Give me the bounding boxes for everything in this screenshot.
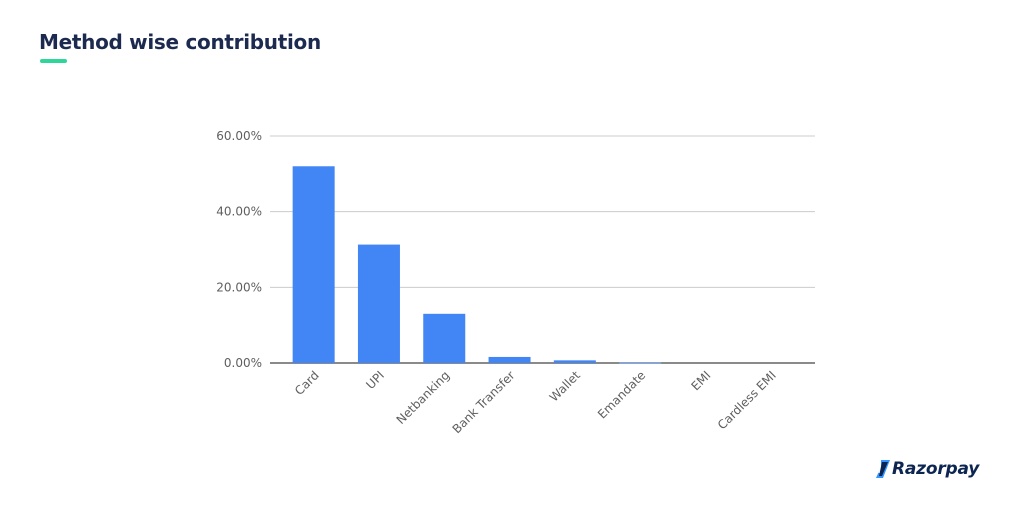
- y-tick-label: 60.00%: [216, 129, 262, 143]
- razorpay-logo-icon: [876, 460, 890, 478]
- title-underline: [40, 59, 67, 63]
- grid-lines: [270, 135, 815, 364]
- bar-emandate: [619, 362, 662, 364]
- bar-netbanking: [423, 313, 466, 363]
- bars: [292, 166, 662, 364]
- x-tick-label: Netbanking: [394, 368, 453, 427]
- y-tick-label: 20.00%: [216, 280, 262, 294]
- y-tick-labels: 0.00% 20.00% 40.00% 60.00%: [216, 129, 262, 370]
- bar-upi: [357, 244, 400, 363]
- x-tick-label: Cardless EMI: [715, 368, 779, 432]
- x-tick-label: Emandate: [595, 368, 648, 421]
- bar-card: [292, 166, 335, 363]
- x-tick-label: Bank Transfer: [450, 368, 518, 436]
- brand-name: Razorpay: [892, 459, 980, 479]
- y-tick-label: 0.00%: [224, 356, 262, 370]
- y-tick-label: 40.00%: [216, 205, 262, 219]
- razorpay-logo: Razorpay: [876, 459, 979, 479]
- chart-title: Method wise contribution: [39, 30, 321, 54]
- x-tick-label: Card: [292, 368, 322, 398]
- x-tick-label: EMI: [688, 368, 713, 393]
- x-tick-label: Wallet: [547, 368, 583, 404]
- x-tick-label: UPI: [363, 368, 387, 392]
- bar-bank-transfer: [488, 356, 531, 363]
- bar-wallet: [553, 360, 596, 363]
